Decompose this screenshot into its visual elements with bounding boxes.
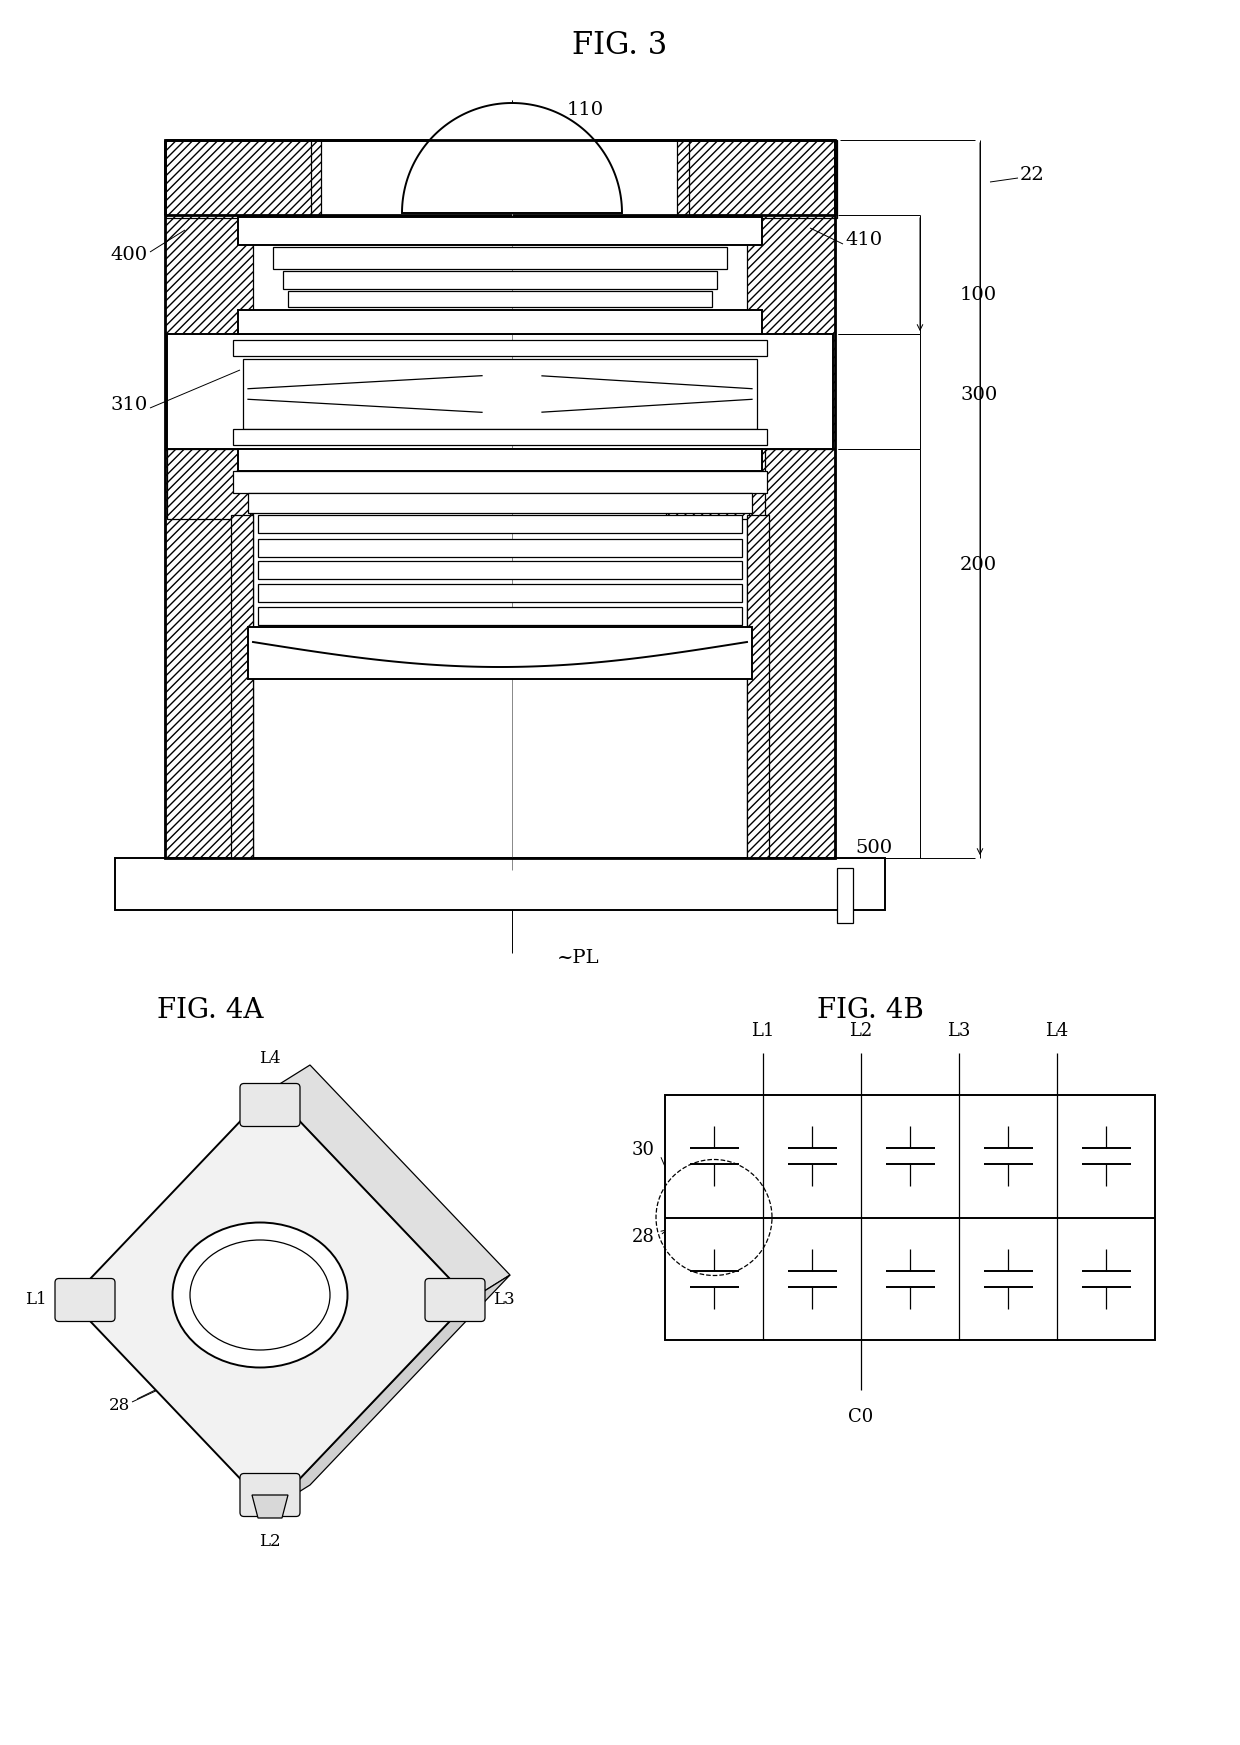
Text: 100: 100 [960, 286, 997, 304]
Bar [231, 515, 253, 859]
Text: 310: 310 [110, 396, 148, 414]
Bar [165, 448, 236, 859]
Text: L3: L3 [494, 1291, 515, 1309]
Bar [311, 140, 321, 218]
Text: 310: 310 [179, 1232, 210, 1248]
Text: C0: C0 [848, 1408, 874, 1426]
Bar [233, 471, 768, 494]
Polygon shape [69, 1091, 470, 1509]
Bar [233, 429, 768, 445]
Bar [115, 859, 885, 909]
Ellipse shape [172, 1223, 347, 1368]
Text: FIG. 4A: FIG. 4A [156, 996, 263, 1024]
Bar [258, 585, 742, 602]
Text: L4: L4 [259, 1050, 280, 1066]
Text: 28: 28 [109, 1396, 130, 1413]
Bar [238, 448, 763, 471]
Text: 22: 22 [1021, 166, 1045, 183]
Text: 400: 400 [110, 246, 148, 263]
Text: L1: L1 [751, 1023, 775, 1040]
Bar [687, 140, 837, 218]
Polygon shape [252, 1495, 288, 1518]
Bar [665, 1096, 1154, 1340]
Bar [837, 867, 853, 923]
Bar [273, 248, 727, 269]
Text: 28: 28 [632, 1228, 655, 1246]
Text: 110: 110 [567, 101, 604, 119]
Text: L3: L3 [947, 1023, 971, 1040]
Text: L1: L1 [25, 1291, 47, 1309]
Bar [248, 494, 751, 513]
FancyBboxPatch shape [241, 1473, 300, 1516]
Bar [288, 291, 712, 307]
Bar [238, 216, 763, 244]
FancyBboxPatch shape [425, 1279, 485, 1321]
Bar [165, 140, 835, 859]
Bar [258, 539, 742, 557]
Bar [233, 340, 768, 356]
Bar [258, 560, 742, 579]
Polygon shape [402, 103, 622, 213]
Bar [765, 448, 835, 859]
FancyBboxPatch shape [55, 1279, 115, 1321]
FancyBboxPatch shape [241, 1084, 300, 1127]
Bar [283, 270, 717, 290]
Text: L4: L4 [1045, 1023, 1069, 1040]
Text: 200: 200 [960, 557, 997, 574]
Text: ~PL: ~PL [557, 949, 600, 967]
Text: FIG. 3: FIG. 3 [573, 30, 667, 61]
Bar [248, 626, 751, 679]
Text: FIG. 4B: FIG. 4B [817, 996, 924, 1024]
Text: L2: L2 [259, 1534, 280, 1550]
Polygon shape [270, 1064, 510, 1300]
Bar [167, 333, 833, 448]
Text: 300: 300 [960, 386, 997, 405]
Bar [677, 140, 689, 218]
Bar [258, 515, 742, 532]
Text: L2: L2 [849, 1023, 873, 1040]
Bar [238, 311, 763, 333]
Bar [165, 215, 253, 859]
Bar [167, 448, 250, 518]
Bar [165, 140, 312, 218]
Bar [243, 359, 756, 429]
Polygon shape [270, 1276, 510, 1509]
Text: 500: 500 [856, 839, 892, 857]
Text: 30: 30 [632, 1141, 655, 1159]
Bar [746, 215, 835, 859]
Text: 410: 410 [844, 230, 882, 250]
Bar [666, 448, 749, 518]
Bar [746, 515, 769, 859]
Bar [258, 607, 742, 625]
